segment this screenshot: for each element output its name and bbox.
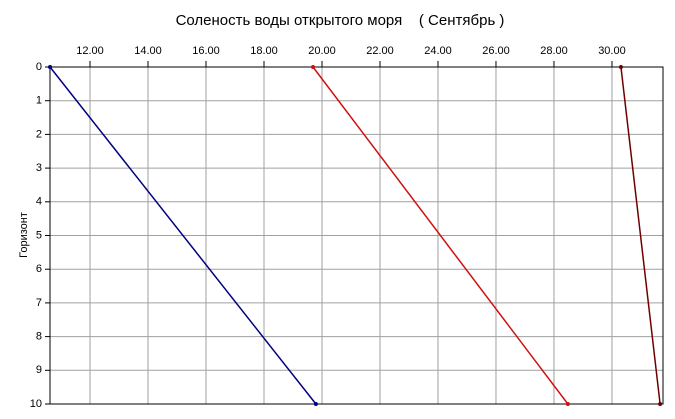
point	[565, 402, 570, 406]
y-axis-label: Горизонт	[18, 212, 30, 258]
x-tick-label: 26.00	[482, 45, 510, 57]
line	[620, 66, 661, 405]
y-tick-label: 2	[36, 128, 42, 140]
x-tick-label: 18.00	[250, 45, 278, 57]
plot-frame	[49, 66, 664, 405]
point	[658, 402, 663, 406]
x-tick-label: 24.00	[424, 45, 452, 57]
x-tick-label: 28.00	[540, 45, 568, 57]
x-tick-label: 30.00	[598, 45, 626, 57]
y-tick-label: 5	[36, 229, 42, 241]
x-tick-label: 22.00	[366, 45, 394, 57]
line	[49, 66, 317, 405]
point	[618, 65, 623, 69]
x-tick-label: 12.00	[76, 45, 104, 57]
x-tick-label: 14.00	[134, 45, 162, 57]
x-tick-label: 16.00	[192, 45, 220, 57]
y-tick-label: 1	[36, 95, 42, 107]
line	[312, 66, 569, 405]
point	[313, 402, 318, 406]
x-tick-label: 20.00	[308, 45, 336, 57]
y-tick-label: 9	[36, 364, 42, 376]
point	[311, 65, 316, 69]
y-tick-label: 0	[36, 61, 42, 73]
y-tick-label: 4	[36, 196, 42, 208]
y-tick-label: 8	[36, 331, 42, 343]
point	[48, 65, 52, 69]
y-tick-label: 7	[36, 297, 42, 309]
y-tick-label: 3	[36, 162, 42, 174]
chart-title: Соленость воды открытого моря ( Сентябрь…	[176, 12, 505, 29]
y-tick-label: 6	[36, 263, 42, 275]
y-tick-label: 10	[30, 398, 42, 410]
